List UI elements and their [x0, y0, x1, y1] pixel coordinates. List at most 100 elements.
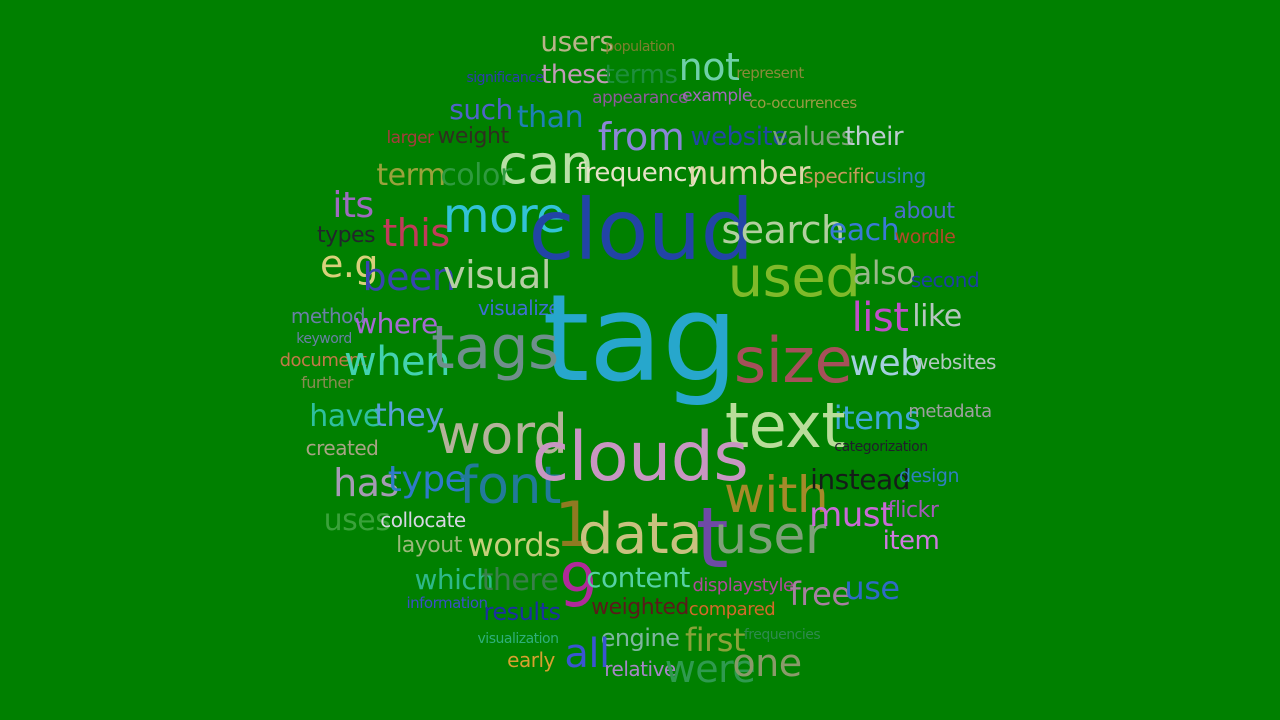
cloud-word: where	[354, 307, 438, 340]
cloud-word: document	[279, 350, 367, 371]
cloud-word: types	[316, 223, 376, 248]
cloud-word: more	[442, 188, 566, 244]
cloud-word: metadata	[908, 401, 992, 422]
cloud-word: 9	[559, 551, 597, 621]
cloud-word: these	[541, 60, 611, 90]
cloud-word: flickr	[887, 498, 939, 523]
cloud-word: user	[714, 506, 826, 566]
cloud-word: free	[789, 575, 851, 613]
cloud-word: instead	[810, 463, 910, 496]
cloud-word: they	[374, 396, 444, 434]
cloud-word: there	[481, 563, 559, 598]
cloud-word: not	[678, 45, 740, 89]
cloud-word: t	[695, 489, 729, 587]
cloud-word: 1	[554, 488, 594, 561]
cloud-word: example	[682, 86, 752, 106]
cloud-word: web	[849, 343, 923, 384]
cloud-word: method	[290, 304, 366, 328]
cloud-word: can	[498, 133, 594, 196]
cloud-word: than	[516, 100, 584, 135]
cloud-word: search	[721, 208, 845, 252]
cloud-word: wordle	[894, 226, 956, 248]
cloud-word: larger	[386, 128, 434, 148]
cloud-word: uses	[323, 503, 391, 538]
cloud-word: first	[684, 621, 746, 659]
cloud-word: visual	[443, 253, 551, 297]
cloud-word: which	[414, 563, 494, 596]
cloud-word: frequency	[576, 158, 702, 188]
cloud-word: further	[301, 373, 353, 392]
cloud-word: term	[376, 158, 446, 193]
cloud-word: this	[382, 211, 450, 255]
cloud-word: number	[688, 154, 810, 192]
cloud-word: categorization	[834, 439, 928, 455]
cloud-word: co-occurrences	[749, 94, 857, 112]
cloud-word: word	[436, 403, 568, 466]
cloud-word: significance	[466, 70, 544, 86]
cloud-word: about	[893, 199, 955, 224]
cloud-word: when	[343, 339, 451, 385]
cloud-word: like	[912, 299, 962, 334]
cloud-word: content	[586, 561, 690, 594]
cloud-word: population	[605, 39, 675, 55]
cloud-word: cloud	[528, 181, 754, 279]
cloud-word: clouds	[531, 418, 749, 497]
cloud-word: websites	[912, 350, 996, 374]
cloud-word: list	[851, 295, 909, 341]
cloud-word: items	[833, 399, 921, 437]
cloud-word: tags	[431, 313, 559, 383]
cloud-word: use	[844, 569, 900, 607]
cloud-word: from	[597, 115, 685, 159]
cloud-word: their	[844, 122, 904, 152]
cloud-word: keyword	[296, 331, 352, 347]
cloud-word: its	[332, 185, 374, 226]
cloud-word: each	[828, 213, 900, 248]
cloud-word: tag	[542, 270, 738, 409]
cloud-word: all	[564, 631, 610, 677]
cloud-word: used	[727, 245, 861, 310]
cloud-word: website	[690, 122, 788, 152]
cloud-word: text	[724, 389, 846, 462]
cloud-word: created	[305, 436, 379, 460]
cloud-word: users	[540, 25, 614, 58]
cloud-word: layout	[396, 533, 462, 558]
cloud-word: words	[467, 526, 561, 564]
cloud-word: weighted	[591, 595, 689, 620]
cloud-word: been	[362, 255, 456, 299]
cloud-word: values	[772, 122, 854, 152]
cloud-word: font	[459, 456, 561, 516]
cloud-word: has	[333, 461, 399, 505]
cloud-word: with	[723, 466, 829, 524]
cloud-word: compared	[688, 599, 776, 620]
cloud-word: engine	[600, 624, 680, 652]
cloud-word: information	[406, 594, 488, 612]
cloud-word: terms	[604, 60, 678, 90]
cloud-word: data	[577, 502, 703, 567]
cloud-word: design	[898, 465, 960, 487]
cloud-word: relative	[604, 657, 676, 681]
cloud-word: one	[732, 641, 802, 685]
cloud-word: item	[882, 526, 940, 556]
cloud-word: results	[483, 598, 561, 626]
cloud-word: represent	[736, 64, 804, 82]
cloud-word: displaystyle	[692, 575, 794, 596]
cloud-word: appearance	[592, 88, 688, 108]
cloud-word: must	[809, 495, 893, 535]
cloud-word: color	[440, 158, 512, 193]
cloud-word: also	[852, 254, 916, 292]
cloud-word: type	[387, 459, 467, 500]
cloud-word: specific	[803, 164, 875, 188]
cloud-word: visualization	[477, 631, 559, 647]
cloud-word: such	[449, 93, 513, 126]
cloud-word: e.g	[319, 242, 379, 286]
cloud-word: were	[664, 647, 756, 691]
cloud-word: using	[874, 164, 926, 188]
cloud-word: visualize	[477, 296, 561, 320]
cloud-word: size	[733, 324, 853, 397]
cloud-word: frequencies	[743, 627, 821, 643]
cloud-word: weight	[437, 124, 509, 149]
cloud-word: second	[910, 268, 980, 292]
cloud-word: have	[309, 399, 381, 434]
cloud-word: early	[507, 648, 555, 672]
